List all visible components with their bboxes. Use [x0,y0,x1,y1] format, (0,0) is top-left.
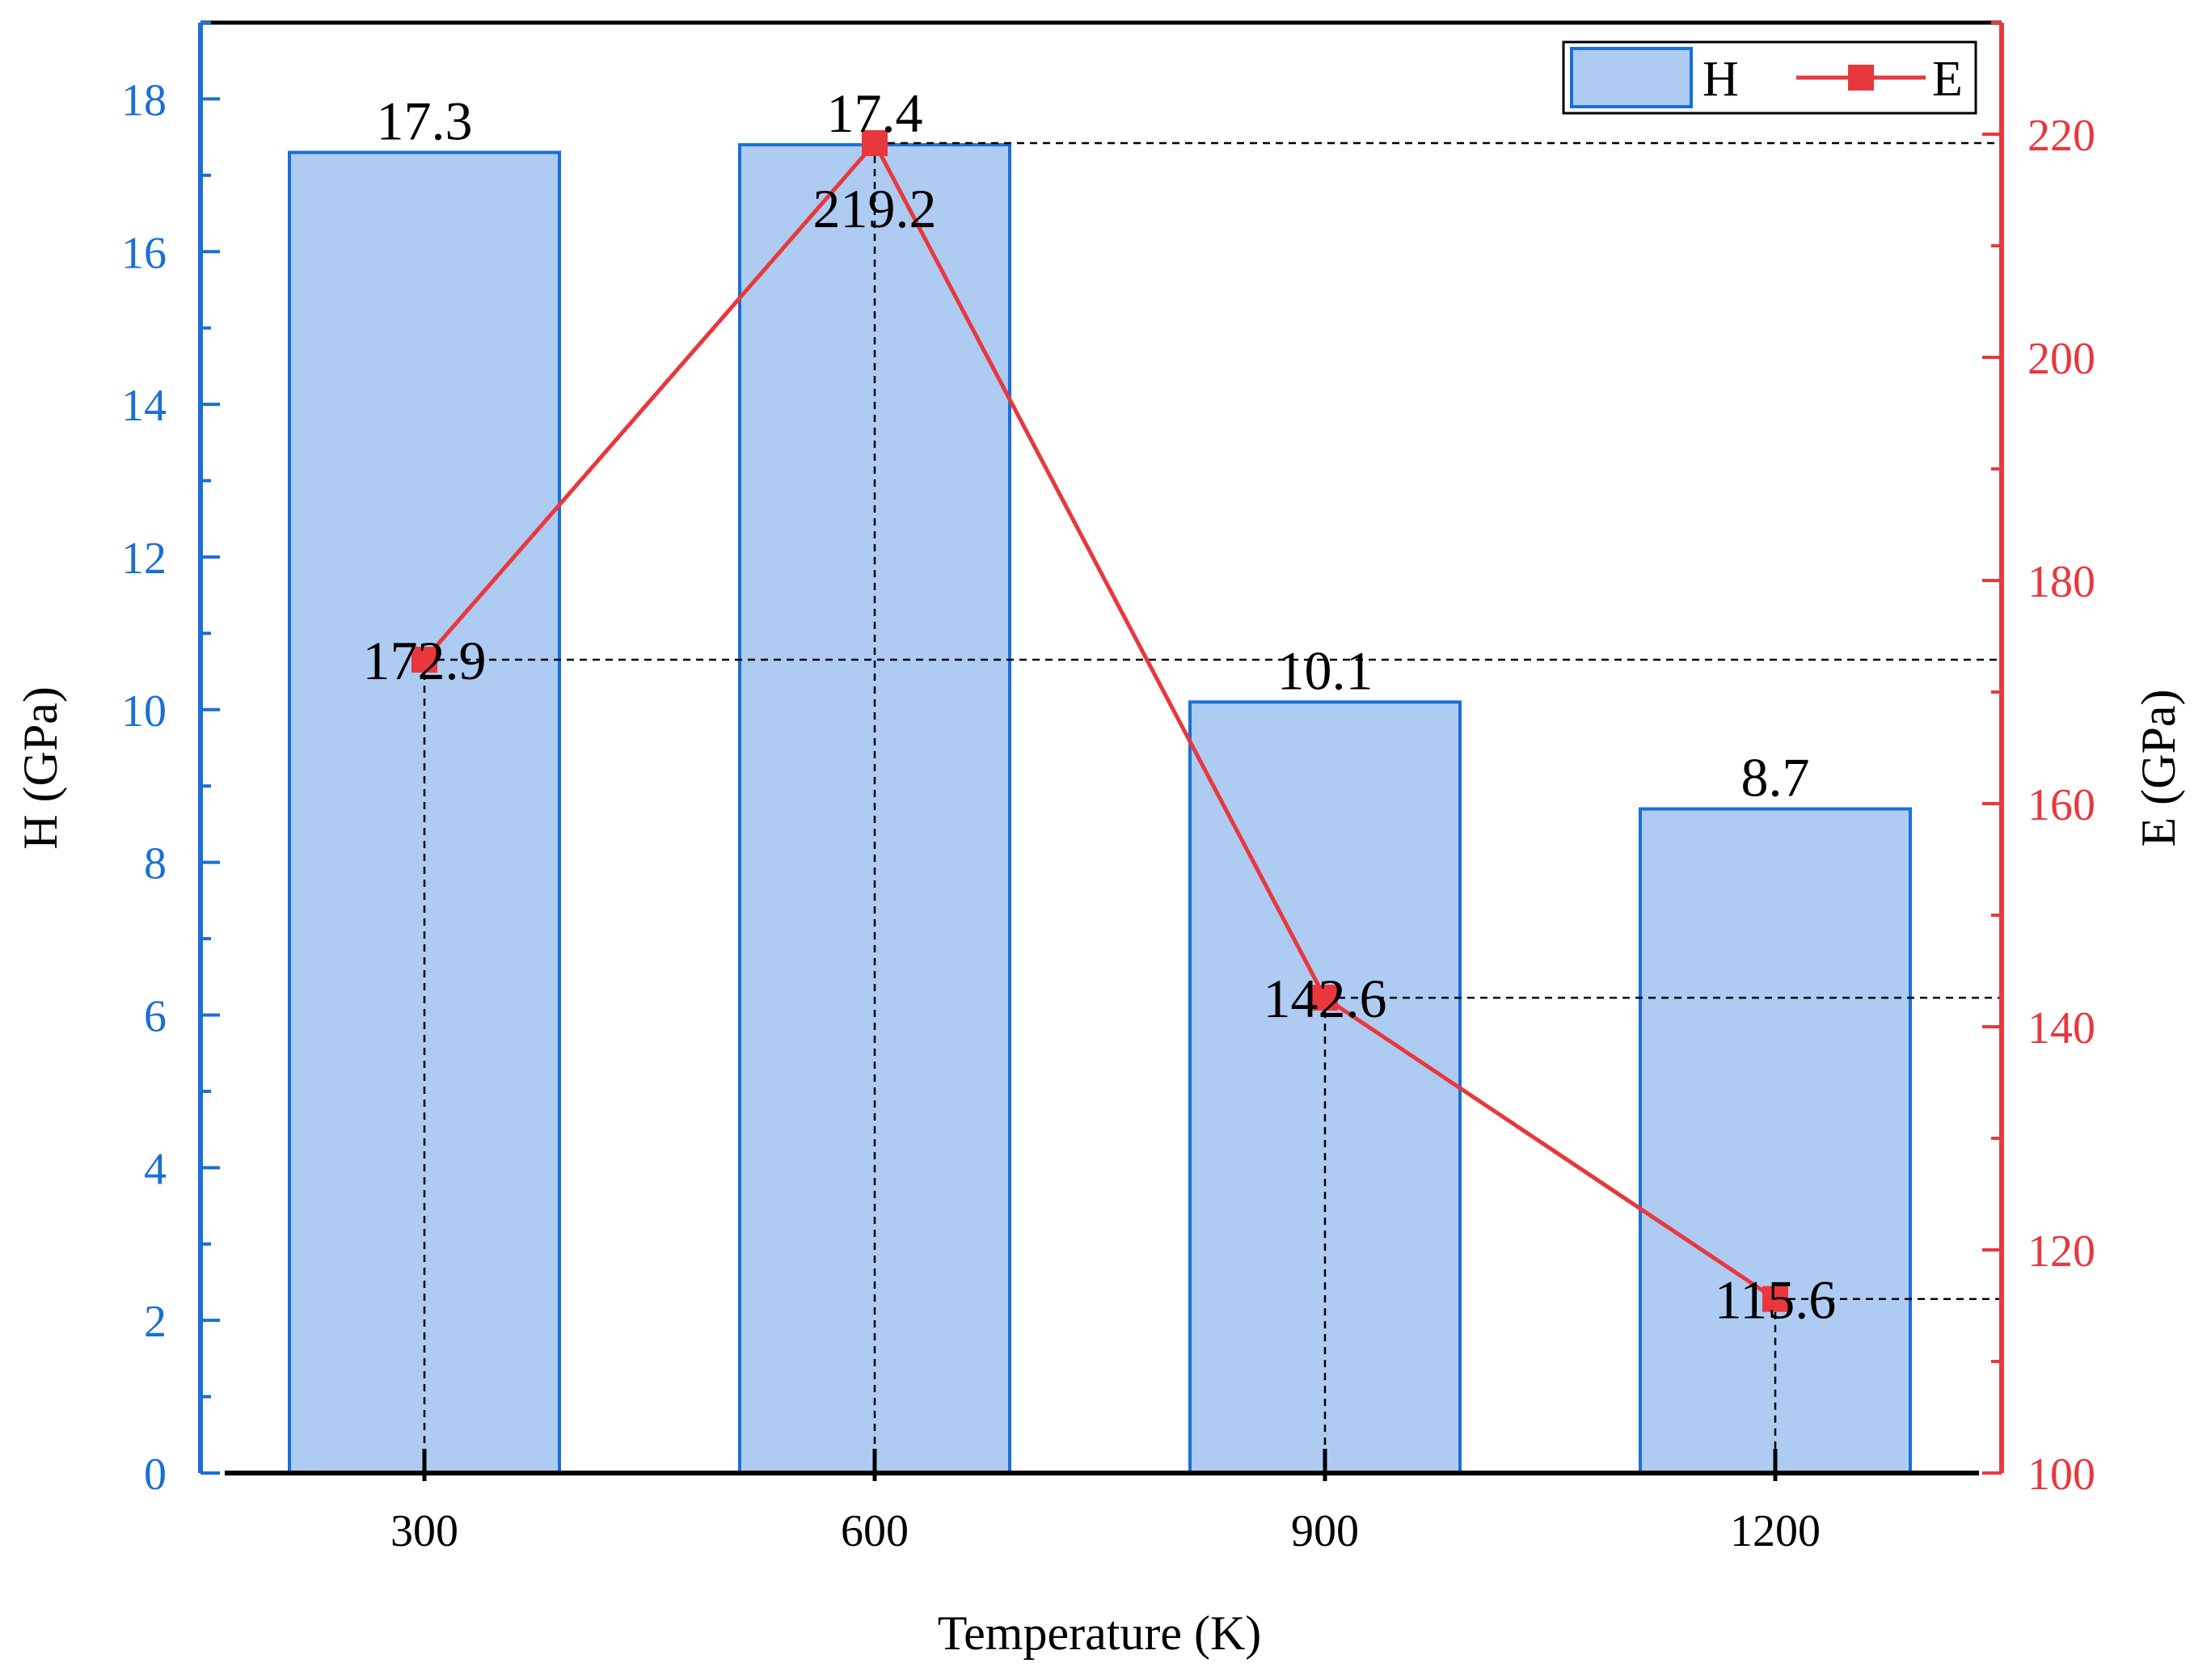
x-axis-title: Temperature (K) [938,1606,1262,1660]
y-tick-label-right-220: 220 [2027,111,2095,161]
data-label-H-1200: 8.7 [1741,747,1810,808]
y-tick-label-left-12: 12 [121,534,167,584]
legend-marker-E [1848,65,1874,91]
bar-H-300 [288,150,561,1475]
y-tick-label-left-8: 8 [144,839,167,889]
data-label-H-900: 10.1 [1277,639,1373,701]
y-tick-label-right-200: 200 [2027,334,2095,384]
y-axis-title-left: H (GPa) [14,686,67,850]
y-tick-label-left-6: 6 [144,991,167,1041]
y-tick-label-left-4: 4 [144,1144,167,1194]
y-tick-label-left-16: 16 [121,228,167,278]
x-tick-label-300: 300 [390,1506,458,1556]
y-tick-label-left-18: 18 [121,75,167,125]
legend-swatch-H [1570,47,1693,108]
legend-label-E: E [1932,52,1963,107]
x-tick-label-600: 600 [841,1506,909,1556]
x-tick-label-900: 900 [1291,1506,1359,1556]
x-tick-label-1200: 1200 [1730,1506,1821,1556]
marker-E-600 [862,130,888,157]
data-label-E-900: 142.6 [1264,968,1387,1029]
y-tick-label-left-10: 10 [121,686,167,737]
line-E [423,139,1777,1301]
legend-label-H: H [1703,52,1739,107]
y-axis-title-right: E (GPa) [2132,690,2185,847]
y-tick-label-left-14: 14 [121,381,167,431]
y-tick-label-right-100: 100 [2027,1450,2095,1500]
data-label-H-300: 17.3 [377,91,473,152]
y-tick-label-left-2: 2 [144,1297,167,1347]
marker-E-900 [1312,985,1338,1011]
marker-E-300 [411,646,437,673]
data-label-H-600: 17.4 [827,82,923,144]
marker-E-1200 [1762,1285,1788,1312]
y-tick-label-right-140: 140 [2027,1003,2095,1053]
y-tick-label-right-180: 180 [2027,557,2095,607]
data-label-E-1200: 115.6 [1715,1269,1836,1331]
bar-H-1200 [1639,807,1912,1475]
data-label-E-600: 219.2 [813,178,937,239]
y-tick-label-right-120: 120 [2027,1226,2095,1277]
y-tick-label-left-0: 0 [144,1450,167,1500]
data-label-E-300: 172.9 [363,630,487,691]
y-tick-label-right-160: 160 [2027,780,2095,830]
